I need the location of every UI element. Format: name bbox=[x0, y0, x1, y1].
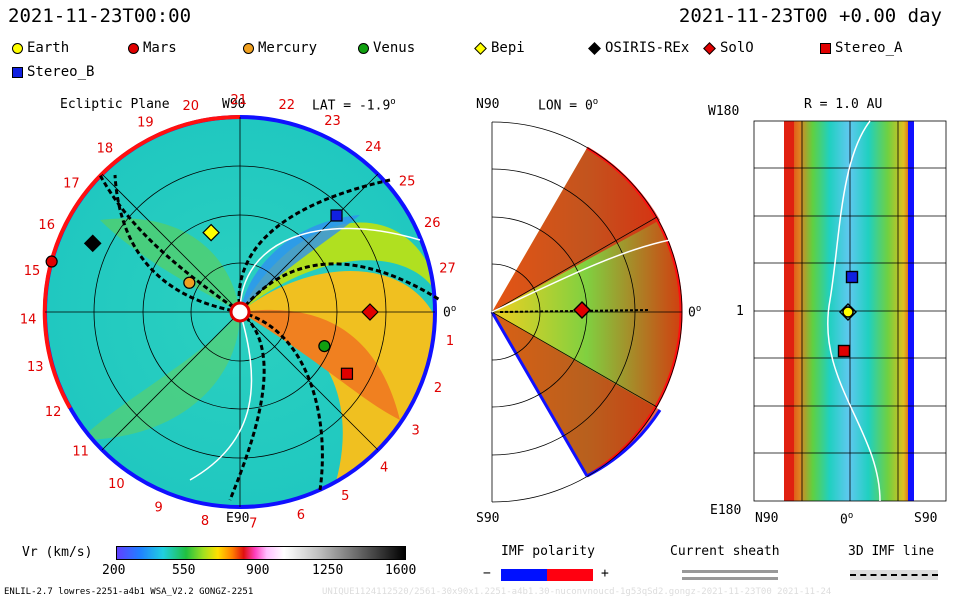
colorbar-tick-200: 200 bbox=[102, 563, 126, 578]
meridional-right-label: 0o bbox=[688, 304, 702, 321]
legend-item-stereo-a: Stereo_A bbox=[820, 40, 902, 56]
rotation-number: 14 bbox=[20, 312, 37, 327]
legend-item-venus: Venus bbox=[358, 40, 415, 56]
time-label-left: 2021-11-23T00:00 bbox=[8, 5, 192, 27]
meridional-bottom-label: S90 bbox=[476, 511, 500, 526]
meridional-top-label: N90 bbox=[476, 97, 500, 112]
marker-bepi bbox=[202, 223, 220, 242]
stereo-b-marker-icon bbox=[12, 66, 23, 78]
rotation-number: 3 bbox=[412, 424, 420, 439]
imf3d-line bbox=[850, 574, 938, 576]
legend-item-bepi: Bepi bbox=[474, 40, 525, 56]
rotation-number: 12 bbox=[45, 405, 62, 420]
rotation-number: 22 bbox=[279, 98, 296, 113]
radial-bottom-label: E180 bbox=[710, 503, 742, 518]
imf-minus: − bbox=[483, 566, 491, 581]
radial-x-label-0: 0o bbox=[840, 511, 854, 528]
marker-venus bbox=[318, 339, 331, 353]
rotation-number: 21 bbox=[231, 93, 248, 108]
rotation-number: 16 bbox=[38, 218, 55, 233]
radial-mid-label: 1 bbox=[736, 304, 744, 319]
ecliptic-right-label: 0o bbox=[443, 304, 457, 321]
rotation-number: 13 bbox=[27, 360, 44, 375]
spacecraft-markers bbox=[45, 209, 859, 380]
imf-negative-swatch bbox=[501, 569, 547, 581]
marker-solo-radial bbox=[839, 303, 857, 321]
ecliptic-title: Ecliptic Plane bbox=[60, 97, 170, 112]
marker-stereo-b-radial bbox=[845, 270, 859, 284]
rotation-number: 20 bbox=[183, 99, 200, 114]
rotation-number: 27 bbox=[439, 262, 456, 277]
colorbar-tick-1600: 1600 bbox=[385, 563, 417, 578]
radial-title: R = 1.0 AU bbox=[804, 97, 883, 112]
legend-item-osiris-rex: OSIRIS-REx bbox=[588, 40, 689, 56]
rotation-number: 6 bbox=[297, 508, 305, 523]
mars-marker-icon bbox=[128, 42, 139, 54]
rotation-number: 15 bbox=[24, 264, 41, 279]
current-sheath-line-top bbox=[682, 570, 778, 573]
radial-x-label-n90: N90 bbox=[755, 511, 779, 526]
marker-mercury bbox=[183, 276, 196, 289]
marker-solo bbox=[361, 303, 379, 321]
imf-positive-swatch bbox=[547, 569, 593, 581]
rotation-number: 8 bbox=[201, 514, 209, 529]
rotation-number: 10 bbox=[108, 477, 125, 492]
imf-polarity-title: IMF polarity bbox=[501, 544, 595, 559]
marker-earth-radial bbox=[842, 306, 854, 318]
rotation-number: 2 bbox=[434, 381, 442, 396]
colorbar bbox=[116, 546, 406, 560]
colorbar-tick-550: 550 bbox=[172, 563, 196, 578]
current-sheath-line-bottom bbox=[682, 577, 778, 580]
imf3d-title: 3D IMF line bbox=[848, 544, 935, 559]
rotation-number: 5 bbox=[341, 489, 349, 504]
stereo-a-marker-icon bbox=[820, 42, 831, 54]
imf-plus: + bbox=[601, 566, 609, 581]
meridional-lon-label: LON = 0o bbox=[538, 97, 599, 114]
marker-stereo-b bbox=[330, 209, 343, 222]
marker-osiris-rex bbox=[83, 234, 102, 253]
marker-stereo-a bbox=[340, 367, 354, 380]
ecliptic-plot bbox=[42, 114, 441, 509]
ecliptic-lat-label: LAT = -1.9o bbox=[312, 97, 396, 114]
ecliptic-bottom-label: E90 bbox=[226, 511, 250, 526]
colorbar-label: Vr (km/s) bbox=[22, 545, 93, 560]
marker-mars bbox=[45, 255, 58, 268]
earth-marker-icon bbox=[12, 42, 23, 54]
legend-item-earth: Earth bbox=[12, 40, 69, 56]
footer-left: ENLIL-2.7 lowres-2251-a4b1 WSA_V2.2 GONG… bbox=[4, 587, 254, 597]
rotation-number: 7 bbox=[249, 517, 257, 532]
rotation-number: 23 bbox=[324, 114, 341, 129]
colorbar-tick-900: 900 bbox=[246, 563, 270, 578]
rotation-number: 17 bbox=[63, 177, 80, 192]
marker-stereo-a-radial bbox=[837, 344, 851, 358]
rotation-number: 4 bbox=[380, 460, 388, 475]
rotation-number: 9 bbox=[154, 501, 162, 516]
rotation-number: 25 bbox=[399, 175, 416, 190]
radial-x-label-s90: S90 bbox=[914, 511, 938, 526]
legend-item-stereo-b: Stereo_B bbox=[12, 64, 94, 80]
legend-item-mars: Mars bbox=[128, 40, 177, 56]
time-label-right: 2021-11-23T00 +0.00 day bbox=[678, 5, 942, 27]
rotation-number: 26 bbox=[424, 216, 441, 231]
ecliptic-top-label: W90 bbox=[222, 97, 246, 112]
rotation-number: 11 bbox=[72, 445, 89, 460]
rotation-number: 24 bbox=[365, 140, 382, 155]
legend-item-solo: SolO bbox=[703, 40, 754, 56]
rotation-number: 18 bbox=[97, 142, 114, 157]
mercury-marker-icon bbox=[243, 42, 254, 54]
marker-solo-meridional bbox=[573, 301, 591, 319]
legend-item-mercury: Mercury bbox=[243, 40, 317, 56]
current-sheath-title: Current sheath bbox=[670, 544, 780, 559]
colorbar-tick-1250: 1250 bbox=[312, 563, 344, 578]
rotation-number: 19 bbox=[137, 115, 154, 130]
rotation-number: 1 bbox=[446, 334, 454, 349]
radial-top-label: W180 bbox=[708, 104, 740, 119]
venus-marker-icon bbox=[358, 42, 369, 54]
footer-right: UNIQUE1124112520/2561-30x90x1.2251-a4b1.… bbox=[322, 587, 832, 597]
